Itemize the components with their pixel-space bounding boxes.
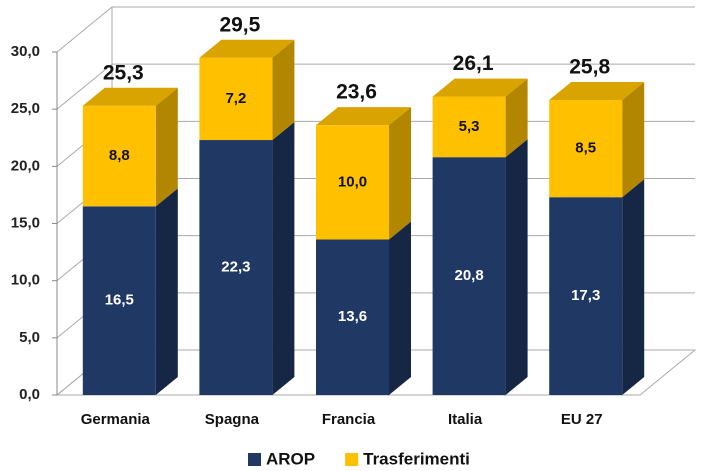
bar-side <box>389 107 411 240</box>
x-tick-label: Germania <box>81 411 151 428</box>
total-label: 25,8 <box>569 56 610 79</box>
bar-segment <box>549 197 623 395</box>
value-label: 8,8 <box>109 147 130 164</box>
bar-side <box>505 78 528 158</box>
value-label: 10,0 <box>338 173 367 190</box>
x-tick-label: Italia <box>448 411 483 428</box>
value-label: 17,3 <box>571 287 600 304</box>
bar-side <box>155 87 178 207</box>
bar-top <box>549 82 645 101</box>
y-tick-label: 25,0 <box>11 100 40 117</box>
x-tick-label: EU 27 <box>561 411 603 428</box>
value-label: 22,3 <box>221 258 250 275</box>
x-tick-label: Spagna <box>205 411 260 428</box>
bar-side <box>155 188 178 395</box>
bar-top <box>316 107 411 126</box>
bar-side <box>272 122 295 395</box>
y-tick-label: 0,0 <box>19 386 40 403</box>
y-tick-label: 20,0 <box>11 157 40 174</box>
value-label: 13,6 <box>338 308 367 325</box>
bar-segment <box>316 239 389 395</box>
bar-segment <box>549 100 623 198</box>
bar-segment <box>199 57 273 141</box>
grid-line <box>56 63 695 110</box>
bar-top <box>199 39 295 58</box>
bar-segment <box>199 140 273 395</box>
bar-side <box>622 82 645 198</box>
legend-label: Trasferimenti <box>363 449 470 468</box>
y-tick-label: 5,0 <box>19 329 40 346</box>
value-label: 8,5 <box>575 140 596 157</box>
legend-swatch <box>248 453 261 466</box>
total-label: 23,6 <box>336 81 377 104</box>
bar-side <box>505 139 528 395</box>
value-label: 16,5 <box>105 292 134 309</box>
bar-side <box>272 39 295 141</box>
y-tick-label: 30,0 <box>11 43 40 60</box>
bar-top <box>82 87 178 106</box>
bar-side <box>622 179 645 395</box>
grid-line <box>56 6 695 53</box>
bar-segment <box>432 96 506 158</box>
y-tick-label: 15,0 <box>11 214 40 231</box>
legend-label: AROP <box>266 449 315 468</box>
bar-segment <box>82 105 156 207</box>
total-label: 29,5 <box>219 13 260 36</box>
x-tick-label: Francia <box>322 411 376 428</box>
value-label: 20,8 <box>454 267 483 284</box>
total-label: 26,1 <box>453 52 494 75</box>
bar-segment <box>432 157 506 395</box>
bar-top <box>432 78 528 97</box>
bar-segment <box>82 206 156 395</box>
legend-swatch <box>345 453 359 466</box>
bar-segment <box>316 125 389 240</box>
value-label: 7,2 <box>225 90 246 107</box>
value-label: 5,3 <box>459 118 480 135</box>
total-label: 25,3 <box>103 61 144 84</box>
y-tick-label: 10,0 <box>11 272 40 289</box>
bar-side <box>389 221 411 395</box>
